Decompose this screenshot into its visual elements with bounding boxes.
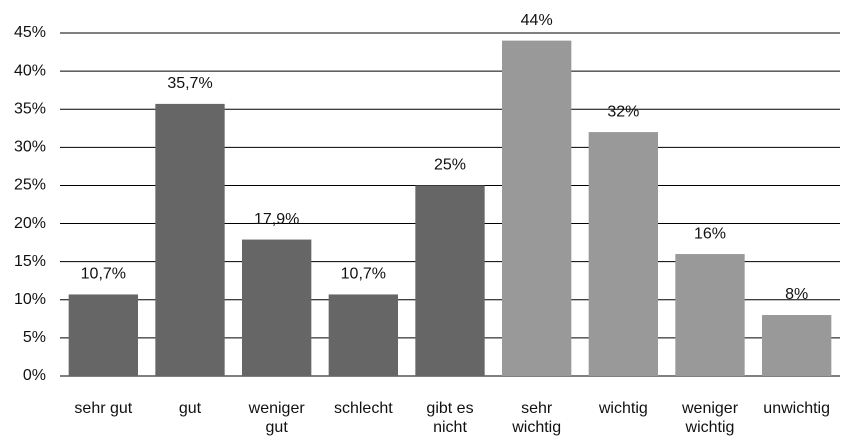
x-tick-label: weniger gut <box>248 400 305 436</box>
y-tick-label: 40% <box>14 62 46 79</box>
bar <box>328 294 398 376</box>
bar <box>242 239 312 376</box>
bar <box>155 103 225 377</box>
bar <box>675 254 745 376</box>
x-tick-label: schlecht <box>333 400 393 417</box>
y-tick-label: 25% <box>14 177 46 194</box>
x-tick-label: weniger wichtig <box>681 400 739 436</box>
data-label: 25% <box>434 157 466 174</box>
y-tick-label: 0% <box>23 367 46 384</box>
y-tick-label: 20% <box>14 215 46 232</box>
data-label: 16% <box>694 225 726 242</box>
y-tick-label: 10% <box>14 291 46 308</box>
data-label: 10,7% <box>341 266 386 283</box>
x-tick-label: sehr wichtig <box>512 400 562 436</box>
data-label: 10,7% <box>81 266 126 283</box>
y-tick-label: 15% <box>14 253 46 270</box>
y-tick-label: 35% <box>14 100 46 117</box>
x-tick-label: gibt es nicht <box>426 400 474 436</box>
bar <box>502 40 572 376</box>
x-tick-label: unwichtig <box>763 400 830 417</box>
x-tick-label: sehr gut <box>74 400 133 417</box>
data-label: 44% <box>521 12 553 29</box>
x-tick-label: gut <box>178 400 202 417</box>
bar <box>415 185 485 376</box>
bar <box>68 294 138 376</box>
data-label: 8% <box>785 286 808 303</box>
bar <box>762 315 832 376</box>
data-label: 32% <box>607 103 639 120</box>
y-tick-label: 5% <box>23 329 46 346</box>
data-label: 17,9% <box>254 211 299 228</box>
y-tick-label: 45% <box>14 24 46 41</box>
x-tick-label: wichtig <box>598 400 648 417</box>
y-tick-label: 30% <box>14 139 46 156</box>
data-label: 35,7% <box>167 75 212 92</box>
bar <box>588 132 658 376</box>
